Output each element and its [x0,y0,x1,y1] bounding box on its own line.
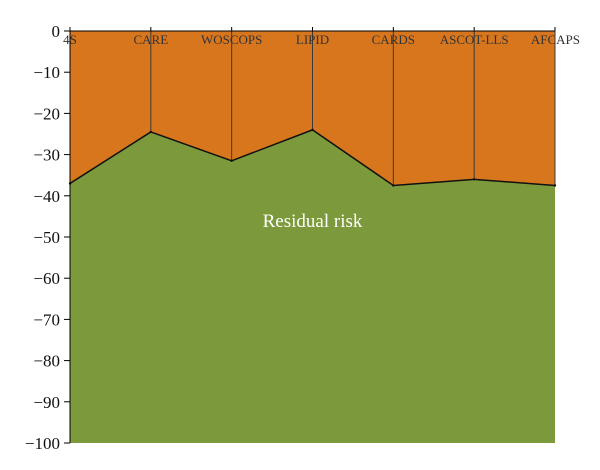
y-tick-label: −10 [33,63,60,82]
residual-risk-label: Residual risk [263,211,363,232]
y-tick-label: −80 [33,352,60,371]
category-label: CARDS [372,32,415,47]
category-label: WOSCOPS [201,32,262,47]
series-line-segment [69,131,152,185]
category-label: AFCAPS [531,32,580,47]
category-label: CARE [133,32,168,47]
category-labels: 4S CARE WOSCOPS LIPID CARDS ASCOT-LLS AFCAPS [63,32,580,47]
x-axis [69,27,556,32]
y-axis: 0 −10 −20 −30 −40 −50 −60 −70 −80 −90 −100 [25,22,71,453]
y-tick-label: −40 [33,187,60,206]
annotations: Residual risk [263,211,363,232]
series-line-segment [150,131,232,162]
data-point [472,178,476,181]
data-point [149,130,153,134]
y-tick-label: −60 [33,269,60,288]
category-label: 4S [63,32,77,47]
data-point [553,184,557,187]
y-tick-label: −50 [33,228,60,247]
y-tick-label: −90 [33,393,60,412]
y-tick-label: −100 [25,434,60,453]
series-lines [68,128,557,187]
y-tick-label: 0 [52,22,61,41]
data-point [311,128,314,132]
series-line-segment [312,129,394,187]
data-point [392,184,395,187]
series-line-segment [474,178,556,187]
data-point [230,159,233,162]
residual-risk-area [70,129,555,443]
category-label: LIPID [296,32,329,47]
y-tick-label: −70 [33,310,60,329]
category-label: ASCOT-LLS [440,32,509,47]
series-line-segment [393,178,475,187]
y-tick-label: −20 [33,104,60,123]
series-line-segment [231,129,313,162]
y-tick-label: −30 [33,146,60,165]
